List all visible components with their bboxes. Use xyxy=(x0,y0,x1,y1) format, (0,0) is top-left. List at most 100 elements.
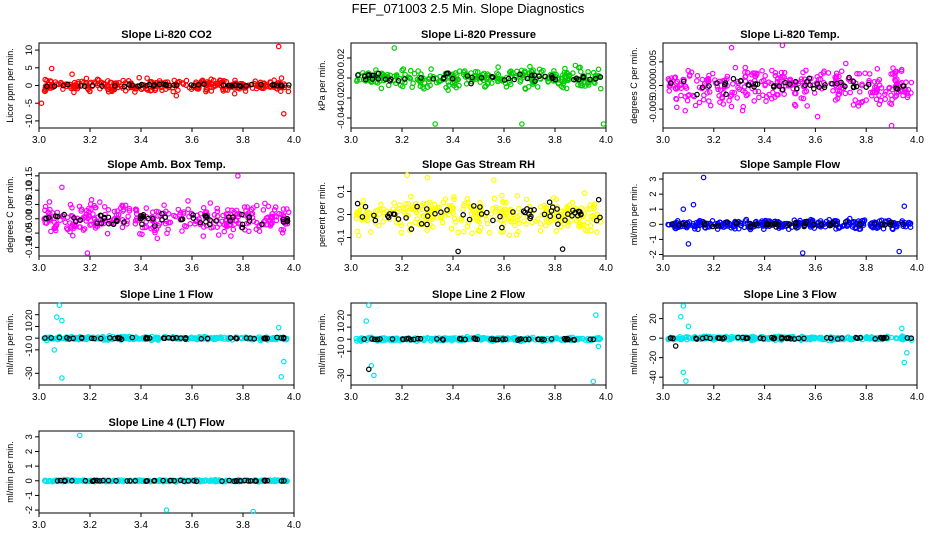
data-point xyxy=(168,477,174,484)
data-point xyxy=(700,219,707,225)
y-tick-label: -2 xyxy=(648,250,659,258)
data-point xyxy=(882,96,889,102)
data-point xyxy=(417,83,424,90)
data-point xyxy=(756,94,762,101)
data-point xyxy=(151,477,158,484)
data-point xyxy=(871,79,878,85)
x-tick-label: 3.2 xyxy=(83,135,97,146)
data-point xyxy=(82,477,89,484)
data-point xyxy=(490,177,497,183)
data-point xyxy=(261,335,267,342)
data-point xyxy=(208,76,215,83)
x-tick-label: 3.2 xyxy=(83,520,97,531)
data-point xyxy=(559,218,566,224)
data-point xyxy=(754,70,760,77)
data-point xyxy=(751,84,757,90)
data-point xyxy=(792,103,799,109)
data-point xyxy=(802,220,809,227)
data-point xyxy=(854,70,860,77)
y-tick-label: -1 xyxy=(648,235,659,243)
plot-frame xyxy=(38,430,295,514)
data-point xyxy=(46,199,53,205)
data-point xyxy=(426,335,433,342)
x-tick-label: 4.0 xyxy=(910,135,924,146)
data-point xyxy=(905,86,912,93)
data-point xyxy=(136,74,143,81)
data-point xyxy=(666,88,673,94)
x-tick-label: 3.8 xyxy=(236,263,250,274)
data-point xyxy=(203,88,209,95)
data-point xyxy=(694,91,700,98)
data-point xyxy=(896,248,903,255)
data-point xyxy=(849,224,856,230)
data-point xyxy=(414,203,420,210)
data-point xyxy=(469,230,475,237)
y-axis-label: Licor ppm per min. xyxy=(5,48,15,123)
data-point xyxy=(114,218,120,225)
x-tick-label: 3.8 xyxy=(548,392,562,403)
data-point xyxy=(353,211,360,217)
x-tick-label: 3.6 xyxy=(497,263,511,274)
data-point xyxy=(404,172,410,179)
data-point xyxy=(246,218,253,224)
data-point xyxy=(673,104,680,111)
y-tick-label: 0.00 xyxy=(24,210,35,229)
data-point xyxy=(95,80,101,87)
data-point xyxy=(570,336,577,343)
data-point xyxy=(239,221,246,228)
data-point xyxy=(253,202,260,209)
data-point xyxy=(80,227,87,233)
data-point xyxy=(424,227,430,234)
data-point xyxy=(541,336,548,343)
data-point xyxy=(592,312,599,318)
y-tick-label: -0.05 xyxy=(24,222,35,244)
data-point xyxy=(185,206,192,213)
data-point xyxy=(395,216,402,222)
data-point xyxy=(717,87,724,94)
data-point xyxy=(727,336,734,343)
data-point xyxy=(494,70,500,76)
data-point xyxy=(478,211,485,217)
x-tick-label: 3.4 xyxy=(134,520,148,531)
data-point xyxy=(751,98,758,104)
data-point xyxy=(737,77,744,84)
data-point xyxy=(822,82,828,88)
data-point xyxy=(424,221,430,228)
data-point xyxy=(528,213,534,220)
data-point xyxy=(412,219,419,226)
data-point xyxy=(455,248,461,255)
data-point xyxy=(233,335,239,341)
data-point xyxy=(581,190,588,196)
data-point xyxy=(786,81,793,87)
data-point xyxy=(278,478,285,484)
data-point xyxy=(101,204,108,210)
data-point xyxy=(709,218,716,224)
data-point xyxy=(421,86,427,92)
panel-5: Slope Gas Stream RH 3.0 3.2 3.4 3.6 3.8 4.0 -0.… xyxy=(317,159,613,274)
data-point xyxy=(546,199,553,206)
data-point xyxy=(51,478,58,484)
data-point xyxy=(870,88,877,94)
data-point xyxy=(760,335,767,342)
data-point xyxy=(677,313,684,320)
data-point xyxy=(367,229,374,235)
data-point xyxy=(534,84,541,90)
data-point xyxy=(537,221,544,227)
data-point xyxy=(180,209,187,215)
data-point xyxy=(390,211,397,217)
data-point xyxy=(694,72,701,79)
data-point xyxy=(280,111,287,117)
data-point xyxy=(696,84,703,91)
data-point xyxy=(577,335,583,342)
data-point xyxy=(380,209,387,216)
y-tick-label: -1 xyxy=(24,491,35,499)
data-point xyxy=(69,223,75,229)
data-point xyxy=(795,335,802,342)
data-point xyxy=(88,221,95,228)
data-point xyxy=(408,226,415,232)
y-tick-label: -0.04 xyxy=(336,107,347,129)
data-point xyxy=(833,70,840,77)
data-point xyxy=(200,233,207,239)
data-point xyxy=(81,83,88,90)
data-point xyxy=(126,205,133,212)
